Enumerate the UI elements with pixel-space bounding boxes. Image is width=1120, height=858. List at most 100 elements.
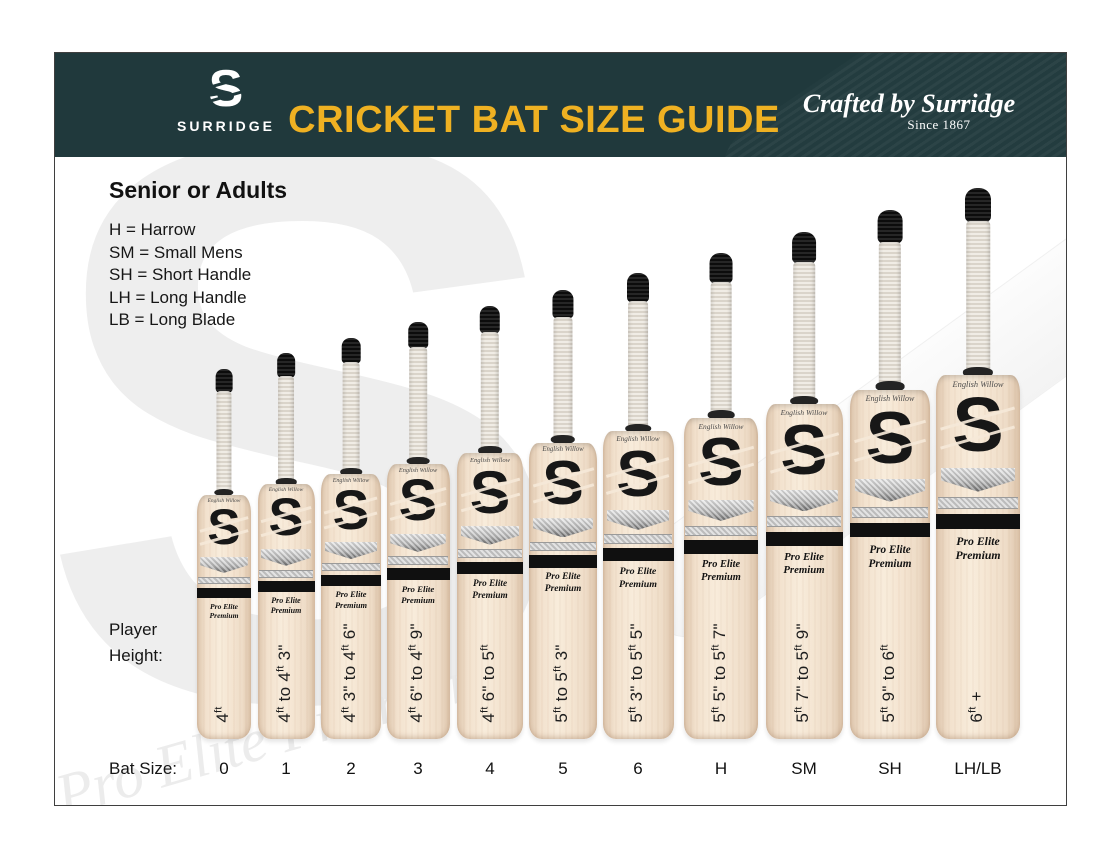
bat-s-logo-icon: S: [603, 441, 674, 508]
bat-s-logo-icon: S: [321, 483, 381, 540]
surridge-s-icon: S: [208, 60, 244, 118]
bat-texture-band: [937, 497, 1019, 509]
bat-size-value: 4: [485, 759, 495, 778]
bat-texture-band: [258, 569, 314, 578]
bat-s-logo-icon: S: [529, 451, 597, 516]
bat-black-band: [936, 513, 1020, 529]
bat-grip-handle: [553, 316, 573, 446]
crafted-by-mark: Crafted by Surridge Since 1867: [794, 89, 1024, 133]
bat-texture-band: [322, 562, 380, 572]
bat-chevron-band: [390, 533, 446, 552]
bat-black-band: [257, 581, 315, 592]
bat-grip-handle: [710, 282, 732, 422]
bat-s-logo-icon: S: [684, 429, 758, 497]
bat-model-name: Pro Elite Premium: [334, 590, 368, 610]
bat-s-logo-icon: S: [258, 492, 315, 547]
bat-size-value: 3: [413, 759, 423, 778]
bat-texture-band: [530, 541, 596, 552]
bat-s-logo-icon: S: [850, 401, 930, 476]
since-1867-text: Since 1867: [907, 117, 971, 132]
bat-texture-band: [685, 525, 757, 536]
bat-model-name: Pro Elite Premium: [868, 543, 912, 570]
bat-knob: [215, 369, 233, 393]
surridge-wordmark: SURRIDGE: [177, 118, 275, 134]
bat-texture-band: [387, 555, 449, 565]
bat-shoulder-band: [340, 467, 362, 476]
bat-blade: English Willow S Pro Elite Premium 4ft t…: [257, 484, 315, 739]
bat-grip-handle: [878, 241, 902, 394]
legend-item-small-mens: SM = Small Mens: [109, 242, 243, 262]
bat-blade: English Willow S Pro Elite Premium 5ft 7…: [765, 404, 843, 739]
bat-knob: [552, 290, 574, 319]
cricket-bat: English Willow S Pro Elite Premium 4ft 6…: [457, 306, 523, 739]
cricket-bat: English Willow S Pro Elite Premium 5ft 9…: [850, 210, 930, 739]
surridge-logo: S SURRIDGE: [173, 63, 279, 134]
bat-knob: [877, 210, 903, 244]
bat-knob: [964, 188, 992, 224]
legend-item-long-handle: LH = Long Handle: [109, 287, 247, 307]
bat-blade: English Willow S Pro Elite Premium 5ft 3…: [602, 431, 674, 739]
bat-black-band: [602, 548, 674, 562]
bat-size-value: SM: [791, 759, 817, 778]
bat-chevron-band: [200, 557, 248, 573]
cricket-bat: English Willow S Pro Elite Premium 4ft: [197, 369, 251, 739]
page-title: CRICKET BAT SIZE GUIDE: [288, 99, 780, 141]
english-willow-script: English Willow: [332, 477, 370, 484]
legend-item-long-blade: LB = Long Blade: [109, 310, 236, 329]
bat-shoulder-band: [275, 478, 297, 486]
bat-black-band: [684, 540, 758, 554]
bat-shoulder-band: [625, 423, 651, 434]
bat-grip-handle: [409, 347, 427, 467]
english-willow-script: English Willow: [207, 497, 241, 504]
content-frame: S SURRIDGE CRICKET BAT SIZE GUIDE Crafte…: [54, 52, 1067, 806]
bat-shoulder-band: [875, 381, 905, 392]
bat-grip-handle: [278, 376, 294, 487]
english-willow-script: English Willow: [268, 487, 304, 494]
bat-chevron-band: [941, 468, 1015, 492]
bat-chevron-band: [688, 500, 754, 521]
abbreviation-legend: H = Harrow SM = Small Mens SH = Short Ha…: [109, 219, 251, 332]
bat-grip-handle: [793, 262, 815, 408]
cricket-bat: English Willow S Pro Elite Premium 4ft t…: [257, 353, 315, 739]
english-willow-script: English Willow: [780, 408, 828, 418]
bat-size-value: 2: [346, 759, 356, 778]
legend-item-short-handle: SH = Short Handle: [109, 265, 252, 284]
bat-s-logo-icon: S: [197, 502, 251, 555]
bat-size-value: SH: [878, 759, 902, 778]
bat-blade: English Willow S Pro Elite Premium 4ft 6…: [457, 453, 523, 739]
bat-s-logo-icon: S: [457, 462, 523, 524]
bat-black-band: [386, 568, 450, 580]
bat-s-logo-icon: S: [387, 472, 450, 532]
bat-chevron-band: [854, 478, 926, 502]
cricket-bat: English Willow S Pro Elite Premium 5ft 3…: [602, 273, 674, 739]
cricket-bat: English Willow S Pro Elite Premium 4ft 6…: [386, 322, 450, 739]
bat-chevron-band: [606, 509, 670, 530]
bat-black-band: [321, 574, 381, 586]
english-willow-script: English Willow: [469, 456, 511, 464]
header-bar: S SURRIDGE CRICKET BAT SIZE GUIDE Crafte…: [55, 53, 1066, 157]
bat-black-band: [850, 522, 930, 538]
bat-size-value: H: [714, 759, 728, 778]
english-willow-script: English Willow: [952, 379, 1004, 389]
bat-knob: [627, 273, 649, 303]
cricket-bat: English Willow S Pro Elite Premium 5ft 7…: [765, 232, 843, 739]
bat-knob: [709, 253, 733, 285]
english-willow-script: English Willow: [698, 422, 744, 432]
bat-grip-handle: [342, 362, 360, 477]
bat-grip-handle: [628, 300, 648, 435]
bat-s-logo-icon: S: [766, 415, 843, 487]
bat-chevron-band: [260, 549, 312, 566]
bat-model-name: Pro Elite Premium: [955, 534, 1001, 563]
bat-model-name: Pro Elite Premium: [270, 595, 302, 615]
bat-texture-band: [198, 576, 250, 585]
bat-shoulder-band: [478, 446, 502, 455]
bat-texture-band: [851, 506, 929, 518]
bat-size-value: 1: [281, 759, 291, 778]
bat-model-name: Pro Elite Premium: [618, 566, 658, 590]
bat-size-row: 0 1 2 3 4 5 6 H SM SH LH/LB: [55, 759, 1066, 781]
bat-size-axis-label: Bat Size:: [109, 759, 178, 778]
bat-black-band: [529, 555, 597, 568]
english-willow-script: English Willow: [865, 394, 915, 404]
bat-grip-handle: [216, 391, 232, 497]
